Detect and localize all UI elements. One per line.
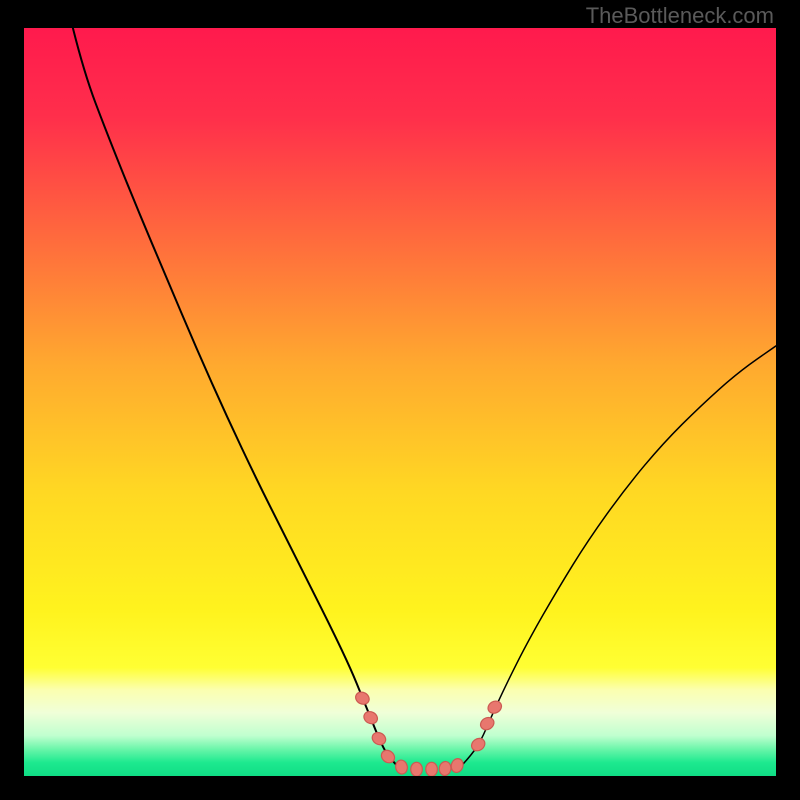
- plot-area: [24, 28, 776, 776]
- gradient-background: [24, 28, 776, 776]
- marker-point: [411, 762, 423, 776]
- chart-svg: [24, 28, 776, 776]
- watermark: TheBottleneck.com: [586, 3, 774, 29]
- marker-point: [426, 762, 438, 776]
